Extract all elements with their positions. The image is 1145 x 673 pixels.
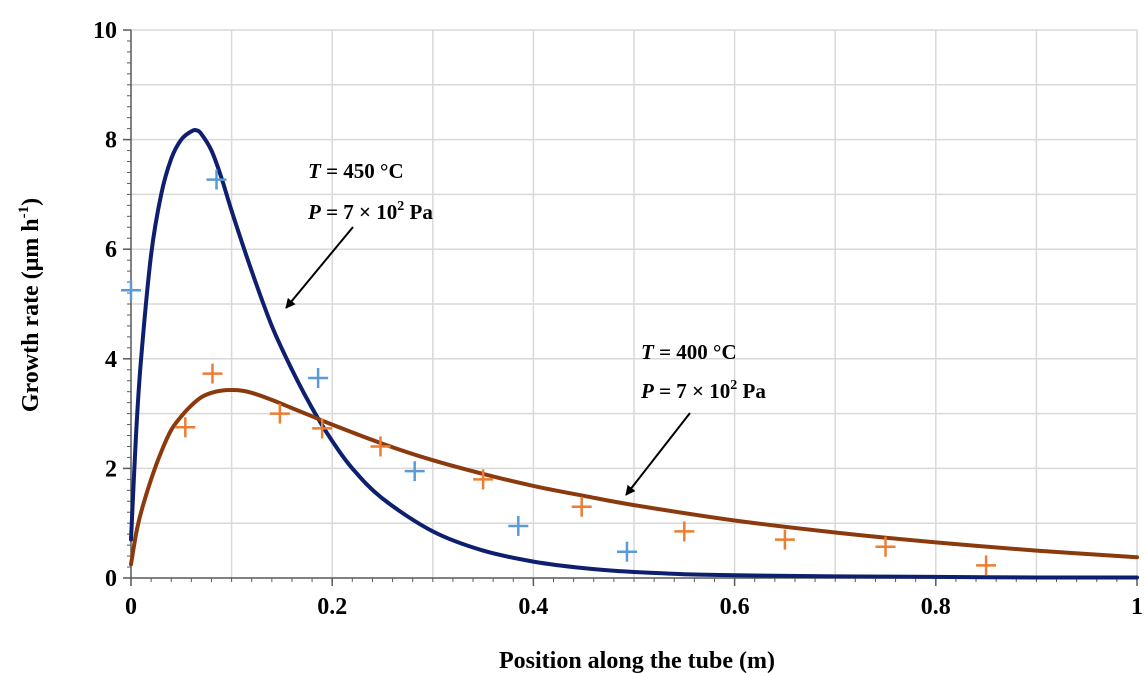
data-point — [774, 529, 795, 550]
model-curve-model_450 — [129, 128, 1139, 580]
data-point — [370, 436, 391, 457]
data-point — [308, 367, 329, 388]
x-tick-label: 0.2 — [317, 594, 347, 620]
annotation-400-line1: T = 400 °C — [641, 340, 737, 364]
data-point — [473, 469, 494, 490]
data-point — [571, 496, 592, 517]
x-tick-label: 0 — [125, 594, 137, 620]
annotation-400-line2: P = 7 × 102 Pa — [640, 378, 766, 403]
x-tick-label: 0.8 — [921, 594, 951, 620]
x-axis-title: Position along the tube (m) — [499, 648, 775, 673]
x-tick-label: 0.4 — [518, 594, 548, 620]
grid-lines — [131, 29, 1138, 578]
data-point — [202, 363, 223, 384]
y-tick-label: 2 — [105, 456, 117, 482]
data-point — [976, 555, 997, 576]
data-point — [175, 417, 196, 438]
marker-group-data_450 — [121, 169, 637, 562]
y-tick-label: 6 — [105, 237, 117, 263]
y-tick-label: 8 — [105, 128, 117, 154]
annotation-450-arrow — [285, 226, 354, 309]
data-point — [508, 515, 529, 536]
data-point — [206, 169, 227, 190]
y-tick-label: 10 — [93, 18, 117, 44]
x-tick-label: 0.6 — [720, 594, 750, 620]
y-axis-title: Growth rate (μm h-1) — [16, 198, 44, 412]
series — [121, 128, 1139, 580]
data-point — [616, 541, 637, 562]
data-point — [875, 536, 896, 557]
annotation-450: T = 450 °C P = 7 × 102 Pa — [285, 159, 433, 309]
model-curve-model_400 — [129, 388, 1139, 567]
marker-group-data_400 — [175, 363, 997, 576]
data-point — [404, 461, 425, 482]
annotation-400-arrow — [625, 412, 691, 496]
annotation-450-line1: T = 450 °C — [308, 159, 404, 183]
data-point — [269, 403, 290, 424]
data-point — [312, 418, 333, 439]
annotation-400: T = 400 °C P = 7 × 102 Pa — [625, 340, 766, 496]
data-point — [121, 280, 141, 301]
x-tick-label: 1 — [1131, 594, 1143, 620]
data-point — [674, 521, 695, 542]
y-tick-label: 4 — [105, 347, 117, 373]
annotation-450-line2: P = 7 × 102 Pa — [307, 199, 433, 224]
y-tick-label: 0 — [105, 566, 117, 592]
